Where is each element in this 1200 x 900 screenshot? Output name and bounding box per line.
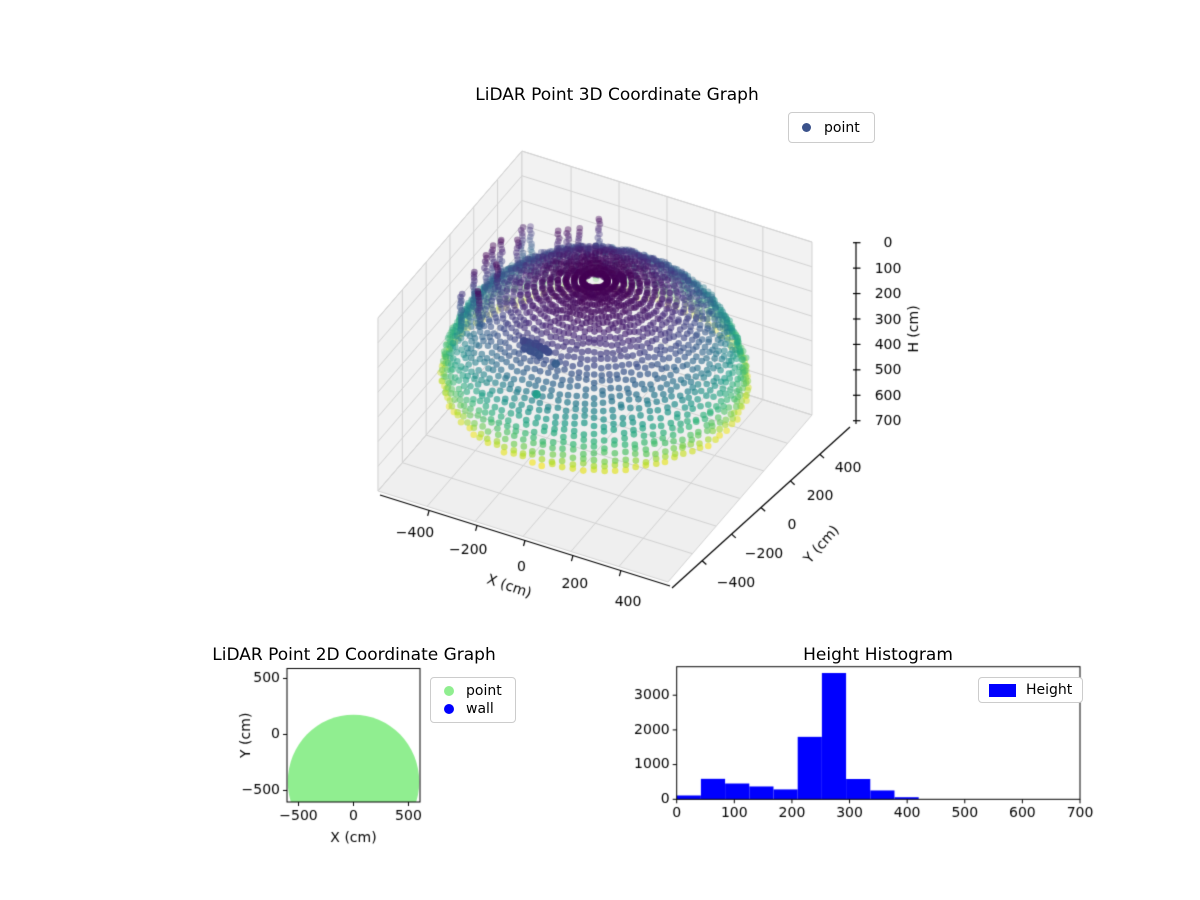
legend-item-point: point [444,682,502,700]
legend-item-point: point [802,120,860,136]
height-swatch-icon [989,683,1016,697]
legend-item-wall: wall [444,700,502,718]
legend-label: wall [466,701,494,717]
wall-marker-icon [444,704,454,714]
plot2d-title: LiDAR Point 2D Coordinate Graph [212,645,496,665]
plot3d-title: LiDAR Point 3D Coordinate Graph [475,85,759,105]
plot3d-legend: point [788,112,875,143]
legend-label: Height [1026,682,1073,698]
point-marker-icon [444,686,454,696]
legend-label: point [824,119,860,136]
histogram-legend: Height [978,677,1084,703]
legend-item-height: Height [989,682,1072,698]
point-marker-icon [802,123,811,132]
plot2d-legend: point wall [430,677,516,723]
legend-label: point [466,683,502,699]
histogram-title: Height Histogram [803,645,953,665]
